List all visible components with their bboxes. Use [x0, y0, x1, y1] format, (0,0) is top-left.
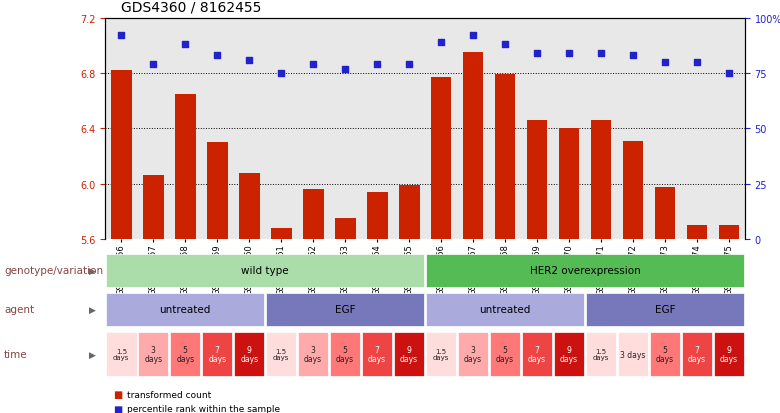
Text: 5
days: 5 days	[496, 345, 514, 363]
Text: ■: ■	[113, 389, 122, 399]
Point	[147, 62, 160, 68]
Bar	[175, 95, 196, 240]
Text: percentile rank within the sample: percentile rank within the sample	[127, 404, 280, 413]
Point	[435, 40, 448, 46]
Point	[594, 51, 607, 57]
Bar	[686, 226, 707, 240]
Text: 9
days: 9 days	[560, 345, 578, 363]
Point	[211, 53, 224, 59]
Point	[275, 71, 287, 77]
Text: 9
days: 9 days	[240, 345, 258, 363]
Text: transformed count: transformed count	[127, 390, 211, 399]
Bar	[271, 228, 292, 240]
Text: 7
days: 7 days	[688, 345, 706, 363]
Text: 3
days: 3 days	[144, 345, 162, 363]
Bar	[239, 173, 260, 240]
Text: untreated: untreated	[160, 305, 211, 315]
Bar	[718, 226, 739, 240]
Text: 1.5
days: 1.5 days	[593, 348, 609, 361]
Text: 3
days: 3 days	[304, 345, 322, 363]
Text: time: time	[4, 349, 27, 359]
Bar	[303, 190, 324, 240]
Text: 1.5
days: 1.5 days	[113, 348, 129, 361]
Bar	[335, 219, 356, 240]
Point	[402, 62, 415, 68]
Text: 9
days: 9 days	[400, 345, 418, 363]
Bar	[399, 186, 420, 240]
Point	[179, 42, 192, 48]
Text: 7
days: 7 days	[368, 345, 386, 363]
Text: 7
days: 7 days	[208, 345, 226, 363]
Text: ▶: ▶	[89, 305, 95, 314]
Text: 5
days: 5 days	[656, 345, 674, 363]
Text: ▶: ▶	[89, 266, 95, 275]
Text: agent: agent	[4, 305, 34, 315]
Point	[691, 59, 704, 66]
Text: untreated: untreated	[480, 305, 530, 315]
Point	[371, 62, 384, 68]
Point	[658, 59, 671, 66]
Text: 5
days: 5 days	[336, 345, 354, 363]
Bar	[207, 143, 228, 240]
Text: wild type: wild type	[241, 266, 289, 275]
Point	[563, 51, 576, 57]
Text: 7
days: 7 days	[528, 345, 546, 363]
Text: ■: ■	[113, 404, 122, 413]
Text: 5
days: 5 days	[176, 345, 194, 363]
Text: 1.5
days: 1.5 days	[273, 348, 289, 361]
Point	[626, 53, 639, 59]
Text: ▶: ▶	[89, 350, 95, 358]
Bar	[558, 129, 580, 240]
Bar	[143, 176, 164, 240]
Point	[499, 42, 512, 48]
Text: HER2 overexpression: HER2 overexpression	[530, 266, 640, 275]
Bar	[654, 187, 675, 240]
Text: EGF: EGF	[335, 305, 356, 315]
Point	[307, 62, 320, 68]
Bar	[367, 192, 388, 240]
Point	[115, 33, 128, 40]
Text: genotype/variation: genotype/variation	[4, 266, 103, 275]
Text: 9
days: 9 days	[720, 345, 738, 363]
Point	[722, 71, 735, 77]
Text: 3
days: 3 days	[464, 345, 482, 363]
Bar	[622, 142, 644, 240]
Bar	[590, 121, 612, 240]
Bar	[526, 121, 548, 240]
Text: EGF: EGF	[654, 305, 675, 315]
Point	[466, 33, 479, 40]
Point	[339, 66, 351, 73]
Text: GDS4360 / 8162455: GDS4360 / 8162455	[121, 0, 261, 14]
Bar	[495, 75, 516, 240]
Bar	[463, 53, 484, 240]
Bar	[431, 78, 452, 240]
Text: 1.5
days: 1.5 days	[433, 348, 449, 361]
Text: 3 days: 3 days	[620, 350, 646, 358]
Point	[530, 51, 543, 57]
Point	[243, 57, 255, 64]
Bar	[111, 71, 132, 240]
